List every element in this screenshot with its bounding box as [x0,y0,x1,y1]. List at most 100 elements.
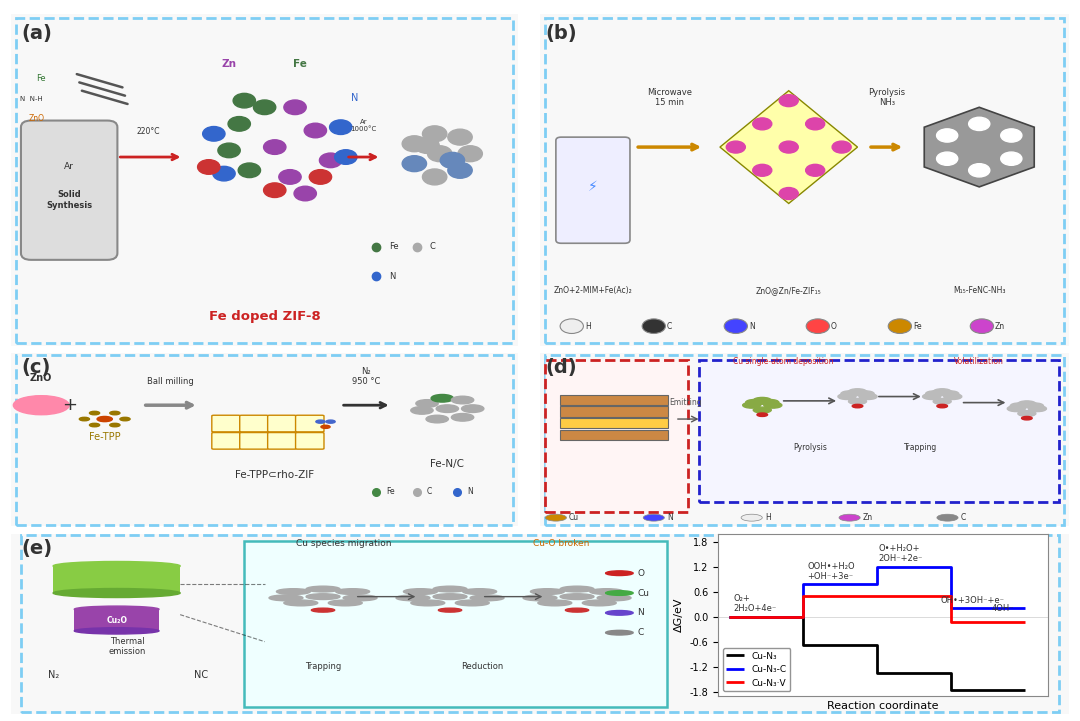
Circle shape [779,187,798,200]
Circle shape [254,100,275,115]
Circle shape [402,156,427,172]
Text: (d): (d) [545,358,577,378]
Circle shape [937,514,958,521]
Cu-N₃·V [945,618,958,627]
Text: Trapping: Trapping [904,443,937,452]
Circle shape [448,162,472,178]
Text: H: H [765,513,771,522]
Circle shape [741,514,762,521]
Circle shape [590,588,623,594]
Text: 220°C: 220°C [136,127,160,136]
Circle shape [269,595,302,601]
Ellipse shape [75,628,159,634]
Circle shape [1028,406,1047,412]
Text: M₁₅-FeNC-NH₃: M₁₅-FeNC-NH₃ [953,286,1005,295]
Circle shape [1022,417,1032,420]
X-axis label: Reaction coordinate: Reaction coordinate [827,702,939,712]
Text: N: N [351,93,359,102]
Text: O₂+
2H₂O+4e⁻: O₂+ 2H₂O+4e⁻ [733,594,777,614]
Circle shape [284,100,307,115]
Circle shape [456,600,489,606]
Circle shape [326,420,335,423]
Circle shape [410,600,445,606]
FancyBboxPatch shape [21,120,118,260]
Text: (c): (c) [21,358,51,378]
Text: ZnO+2-MIM+Fe(Ac)₂: ZnO+2-MIM+Fe(Ac)₂ [554,286,632,295]
Circle shape [433,594,467,600]
Text: Pyrolysis
NH₃: Pyrolysis NH₃ [868,88,905,107]
Text: Volatilization: Volatilization [955,357,1004,366]
Circle shape [13,396,69,415]
Text: 4OH⁻: 4OH⁻ [993,604,1015,614]
Circle shape [779,141,798,153]
Circle shape [806,118,825,130]
FancyBboxPatch shape [212,433,240,449]
Ellipse shape [75,606,159,612]
Circle shape [1017,401,1036,407]
Circle shape [320,153,341,168]
Text: Cu single-atom deposition: Cu single-atom deposition [733,357,834,366]
Polygon shape [924,107,1035,187]
Circle shape [969,164,989,177]
Text: N₂: N₂ [48,670,58,680]
Circle shape [743,402,760,408]
Circle shape [933,399,951,404]
Circle shape [937,404,947,408]
Text: O: O [832,322,837,331]
Text: O: O [637,569,645,578]
FancyBboxPatch shape [699,360,1058,502]
Circle shape [944,394,962,399]
Circle shape [1026,403,1043,409]
Circle shape [329,120,352,135]
Circle shape [321,425,330,428]
Circle shape [343,595,377,601]
Circle shape [753,407,771,413]
Text: Emitting: Emitting [670,398,702,407]
Circle shape [110,423,120,427]
Circle shape [606,590,633,596]
Circle shape [1017,410,1036,417]
Cu-N₃·V [797,612,810,621]
Circle shape [530,588,565,594]
Circle shape [306,594,340,600]
Cu-N₃ [723,612,735,621]
Cu-N₃·V [870,592,883,601]
Circle shape [438,609,461,612]
Circle shape [97,417,112,422]
Circle shape [806,164,825,176]
FancyBboxPatch shape [240,433,268,449]
Cu-N₃ [797,612,810,621]
FancyBboxPatch shape [296,415,324,432]
FancyBboxPatch shape [53,566,180,593]
Text: Fe: Fe [913,322,921,331]
Circle shape [745,399,764,405]
Text: Ar: Ar [64,162,75,172]
Text: H: H [585,322,591,331]
Circle shape [436,405,459,412]
Text: N: N [637,609,644,617]
Text: N: N [468,487,473,496]
Circle shape [451,414,474,421]
Circle shape [838,394,856,399]
Ellipse shape [53,562,180,570]
Circle shape [764,402,782,408]
Circle shape [422,126,447,142]
Cu-N₃-C [723,612,735,621]
Circle shape [852,404,863,408]
Cu-N₃-C [945,562,958,571]
Text: Solid
Synthesis: Solid Synthesis [46,190,92,210]
Text: Pyrolysis: Pyrolysis [793,443,827,452]
Circle shape [832,141,851,153]
Circle shape [926,391,944,397]
Text: ⚡: ⚡ [588,180,598,194]
Circle shape [936,152,958,165]
Text: Trapping: Trapping [305,662,341,671]
Circle shape [426,415,448,423]
Polygon shape [720,91,858,203]
Text: Cu species migration: Cu species migration [296,539,392,548]
Text: Zn: Zn [221,60,237,69]
Circle shape [79,417,90,421]
Text: Cu-O broken: Cu-O broken [534,539,590,548]
Line: Cu-N₃: Cu-N₃ [729,616,1025,689]
Line: Cu-N₃-C: Cu-N₃-C [729,567,1025,616]
